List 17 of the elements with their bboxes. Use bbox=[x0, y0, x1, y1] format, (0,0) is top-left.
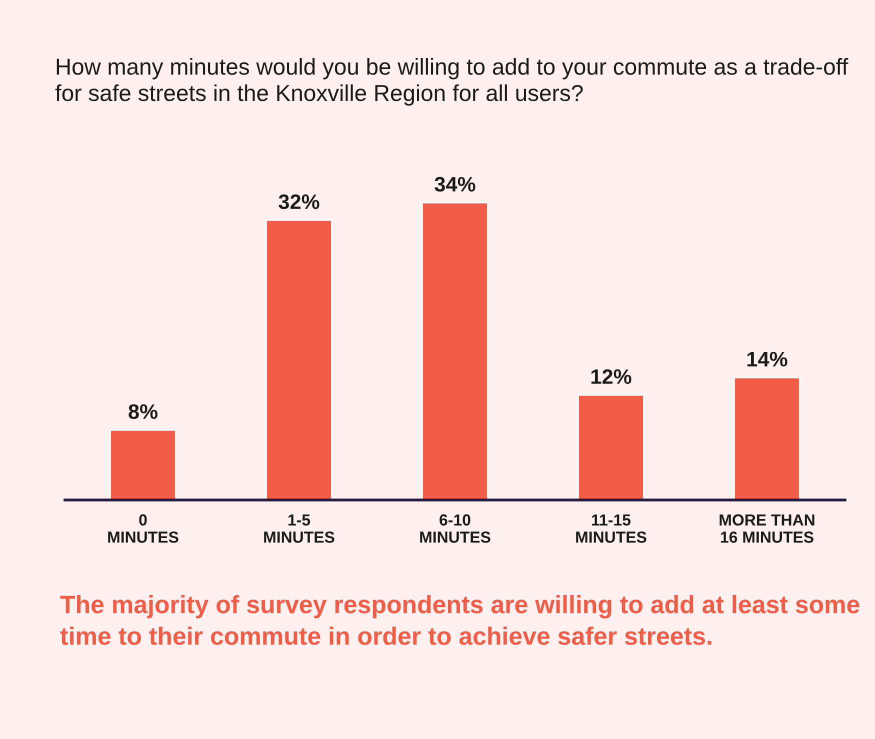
bar bbox=[266, 219, 332, 500]
bar bbox=[734, 376, 800, 500]
data-label: 14% bbox=[747, 352, 788, 366]
chart-title: How many minutes would you be willing to add to your commute as a trade-off for safe streets in the Knoxville Region for all users? bbox=[55, 58, 848, 106]
text: The majority of survey respondents are willing to add at least some time to their commute in order to achieve safer streets. bbox=[60, 595, 860, 645]
x-tick-label: 11-15 MINUTES bbox=[576, 514, 646, 543]
x-tick-label: 1-5 MINUTES bbox=[264, 514, 334, 543]
bar bbox=[110, 429, 176, 500]
data-label: 34% bbox=[434, 176, 476, 192]
data-label: 8% bbox=[128, 404, 158, 419]
data-label: 12% bbox=[591, 369, 632, 384]
x-tick-label: 0 MINUTES bbox=[108, 514, 178, 543]
x-tick-label: 6-10 MINUTES bbox=[420, 514, 490, 543]
bar bbox=[578, 394, 644, 500]
data-label: 32% bbox=[278, 194, 320, 210]
x-tick-label: MORE THAN 16 MINUTES bbox=[720, 514, 814, 543]
bar bbox=[422, 202, 488, 500]
